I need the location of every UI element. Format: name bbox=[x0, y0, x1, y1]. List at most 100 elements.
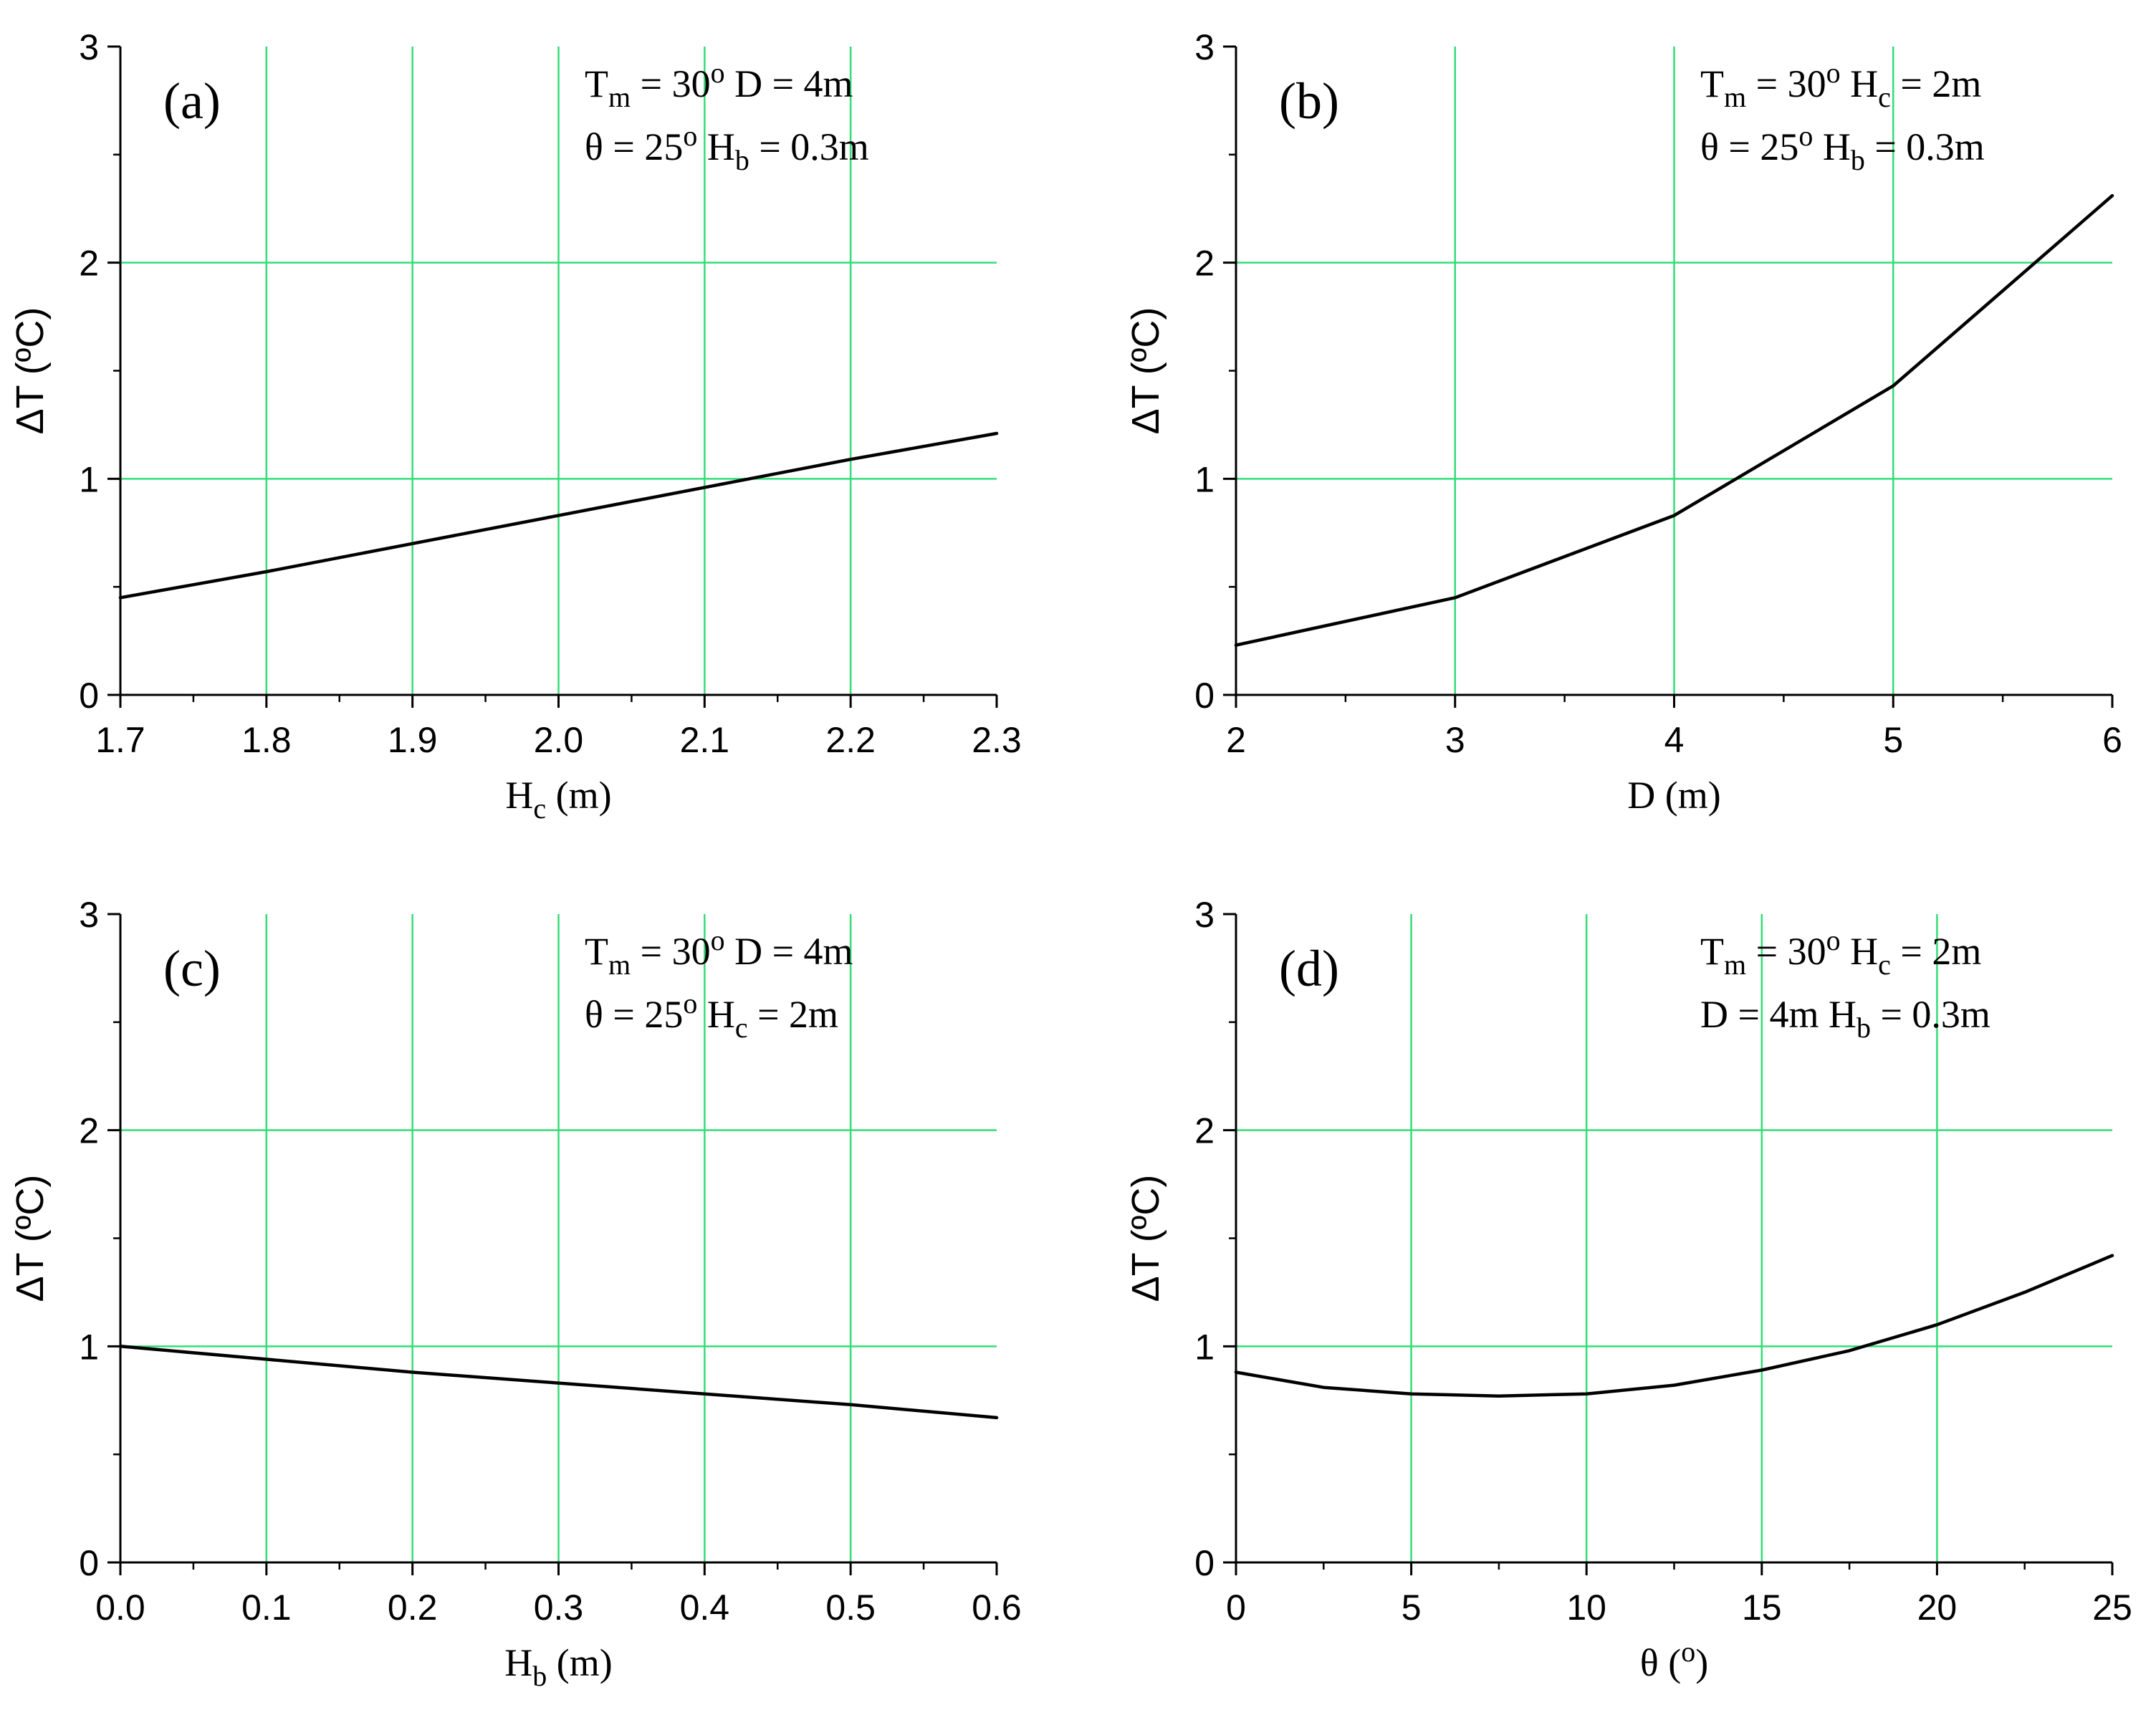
annotation-run: T bbox=[1700, 930, 1724, 973]
x-tick-label: 1.7 bbox=[95, 720, 145, 760]
x-tick-label: 15 bbox=[1742, 1587, 1782, 1628]
parameter-annotation: Tm = 30o D = 4m bbox=[585, 57, 853, 113]
x-tick-label: 5 bbox=[1883, 720, 1903, 760]
annotation-run: = 2m bbox=[1891, 930, 1981, 973]
parameter-annotation: Tm = 30o Hc = 2m bbox=[1700, 57, 1981, 113]
x-axis-label: θ (o) bbox=[1640, 1635, 1708, 1684]
x-axis-label-main: H bbox=[504, 1641, 532, 1684]
annotation-run: c bbox=[1878, 81, 1891, 113]
panel-label: (a) bbox=[163, 72, 221, 130]
annotation-run: θ = 25 bbox=[1700, 125, 1798, 168]
panel-c: 0.0 0.1 0.2 0.3 0.4 0.5 0.6 0 1 2 3 ΔT (ºC) Hb (m) (c… bbox=[9, 895, 1022, 1692]
annotation-run: o bbox=[1826, 57, 1841, 89]
panel-label: (c) bbox=[163, 940, 221, 997]
series-line bbox=[118, 1345, 999, 1420]
x-tick-label: 0.0 bbox=[95, 1587, 145, 1628]
y-tick-label: 3 bbox=[79, 27, 99, 67]
annotation-run: θ = 25 bbox=[585, 125, 683, 168]
annotation-run: = 0.3m bbox=[1871, 993, 1990, 1036]
x-axis-label-sub: c bbox=[533, 792, 546, 825]
grid bbox=[120, 914, 997, 1562]
x-axis-label-tail: (m) bbox=[547, 1641, 612, 1684]
x-tick-label: 6 bbox=[2102, 720, 2122, 760]
annotation-run: c bbox=[735, 1012, 748, 1044]
x-tick-label: 10 bbox=[1566, 1587, 1606, 1628]
annotation-run: m bbox=[1724, 81, 1746, 113]
series-line bbox=[1234, 1254, 2114, 1398]
annotation-run: = 30 bbox=[1746, 62, 1826, 105]
x-tick-label: 3 bbox=[1445, 720, 1465, 760]
parameter-annotation: D = 4m Hb = 0.3m bbox=[1700, 993, 1990, 1044]
y-tick-label: 1 bbox=[79, 459, 99, 499]
y-axis-label: ΔT (ºC) bbox=[9, 1175, 52, 1302]
annotation-run: T bbox=[1700, 62, 1724, 105]
x-axis-label: D (m) bbox=[1627, 774, 1720, 817]
annotation-run: = 30 bbox=[631, 62, 710, 105]
x-axis-label-tail: ) bbox=[1695, 1641, 1708, 1684]
x-tick-label: 1.9 bbox=[388, 720, 438, 760]
y-tick-label: 2 bbox=[79, 244, 99, 284]
parameter-annotation: Tm = 30o D = 4m bbox=[585, 924, 853, 981]
y-tick-label: 2 bbox=[79, 1111, 99, 1151]
x-tick-label: 2.3 bbox=[972, 720, 1022, 760]
annotation-run: b bbox=[1851, 144, 1865, 176]
x-tick-label: 0.1 bbox=[241, 1587, 292, 1628]
x-axis-label-main: D (m) bbox=[1627, 774, 1720, 817]
y-axis-label: ΔT (ºC) bbox=[9, 307, 52, 435]
x-tick-label: 25 bbox=[2092, 1587, 2132, 1628]
annotation-run: = 30 bbox=[1746, 930, 1826, 973]
x-axis-label-main: H bbox=[505, 774, 533, 817]
x-tick-label: 20 bbox=[1917, 1587, 1958, 1628]
parameter-annotation: θ = 25o Hb = 0.3m bbox=[585, 120, 869, 176]
x-tick-label: 0.3 bbox=[534, 1587, 584, 1628]
y-tick-label: 0 bbox=[1194, 1543, 1214, 1583]
x-tick-label: 4 bbox=[1664, 720, 1685, 760]
y-tick-label: 2 bbox=[1194, 244, 1214, 284]
x-axis-label-tail: (m) bbox=[546, 774, 611, 817]
x-tick-label: 5 bbox=[1402, 1587, 1422, 1628]
y-tick-label: 1 bbox=[1194, 1327, 1214, 1367]
annotation-run: b bbox=[735, 144, 749, 176]
annotation-run: o bbox=[683, 120, 697, 152]
panel-label: (d) bbox=[1279, 940, 1339, 997]
x-axis-label-main: θ ( bbox=[1640, 1641, 1681, 1684]
y-tick-label: 3 bbox=[1194, 27, 1214, 67]
annotation-run: D = 4m H bbox=[1700, 993, 1856, 1036]
annotation-run: H bbox=[697, 993, 735, 1036]
panel-label: (b) bbox=[1279, 72, 1339, 130]
x-tick-label: 2.1 bbox=[680, 720, 730, 760]
grid bbox=[1236, 914, 2112, 1562]
grid bbox=[120, 47, 997, 695]
series-line bbox=[1234, 193, 2114, 647]
annotation-run: = 2m bbox=[748, 993, 838, 1036]
x-tick-label: 2.2 bbox=[825, 720, 876, 760]
x-tick-label: 2 bbox=[1226, 720, 1246, 760]
annotation-run: = 0.3m bbox=[749, 125, 869, 168]
series-line bbox=[118, 431, 999, 600]
annotation-run: T bbox=[585, 62, 608, 105]
annotation-run: D = 4m bbox=[725, 62, 853, 105]
y-tick-label: 3 bbox=[1194, 895, 1214, 935]
parameter-annotation: Tm = 30o Hc = 2m bbox=[1700, 924, 1981, 981]
x-tick-label: 0 bbox=[1226, 1587, 1246, 1628]
y-tick-label: 1 bbox=[1194, 459, 1214, 499]
annotation-run: H bbox=[697, 125, 735, 168]
annotation-run: o bbox=[1826, 924, 1841, 956]
y-tick-label: 0 bbox=[1194, 676, 1214, 716]
x-tick-label: 0.6 bbox=[972, 1587, 1022, 1628]
panel-a: 1.7 1.8 1.9 2.0 2.1 2.2 2.3 0 1 2 3 ΔT (ºC) Hc (m) (a… bbox=[9, 27, 1022, 825]
annotation-run: o bbox=[711, 924, 725, 956]
y-tick-label: 2 bbox=[1194, 1111, 1214, 1151]
annotation-run: H bbox=[1813, 125, 1851, 168]
parameter-annotation: θ = 25o Hc = 2m bbox=[585, 987, 838, 1044]
annotation-run: c bbox=[1878, 948, 1891, 981]
annotation-run: o bbox=[683, 987, 697, 1019]
y-tick-label: 0 bbox=[79, 1543, 99, 1583]
grid bbox=[1236, 47, 2112, 695]
x-tick-label: 2.0 bbox=[534, 720, 584, 760]
annotation-run: m bbox=[1724, 948, 1746, 981]
y-axis-label: ΔT (ºC) bbox=[1124, 1175, 1167, 1302]
